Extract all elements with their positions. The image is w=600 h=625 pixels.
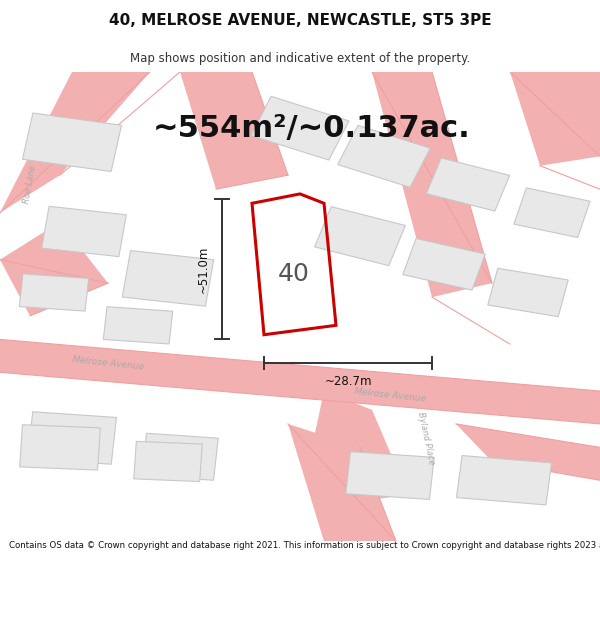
Polygon shape (251, 96, 349, 160)
Text: Map shows position and indicative extent of the property.: Map shows position and indicative extent… (130, 52, 470, 65)
Text: Contains OS data © Crown copyright and database right 2021. This information is : Contains OS data © Crown copyright and d… (9, 541, 600, 550)
Polygon shape (180, 72, 288, 189)
Polygon shape (142, 433, 218, 480)
Text: Melrose Avenue: Melrose Avenue (353, 388, 427, 404)
Polygon shape (372, 72, 492, 297)
Text: 40: 40 (278, 262, 310, 286)
Polygon shape (134, 441, 202, 481)
Polygon shape (19, 274, 89, 311)
Polygon shape (0, 72, 150, 213)
Text: ~554m²/~0.137ac.: ~554m²/~0.137ac. (153, 114, 471, 142)
Polygon shape (122, 251, 214, 306)
Text: Roe Lane: Roe Lane (22, 164, 38, 204)
Polygon shape (510, 72, 600, 166)
Polygon shape (28, 412, 116, 464)
Text: Byland Place: Byland Place (416, 411, 436, 465)
Text: 40, MELROSE AVENUE, NEWCASTLE, ST5 3PE: 40, MELROSE AVENUE, NEWCASTLE, ST5 3PE (109, 13, 491, 28)
Polygon shape (427, 158, 509, 211)
Polygon shape (103, 307, 173, 344)
Polygon shape (288, 424, 396, 541)
Polygon shape (457, 456, 551, 505)
Polygon shape (403, 239, 485, 290)
Text: ~28.7m: ~28.7m (324, 374, 372, 388)
Polygon shape (41, 206, 127, 257)
Polygon shape (456, 424, 600, 480)
Polygon shape (312, 391, 408, 504)
Polygon shape (514, 188, 590, 238)
Polygon shape (314, 207, 406, 266)
Polygon shape (0, 222, 108, 316)
Polygon shape (338, 126, 430, 188)
Polygon shape (346, 452, 434, 499)
Polygon shape (22, 113, 122, 171)
Polygon shape (20, 424, 100, 470)
Text: ~51.0m: ~51.0m (197, 246, 210, 292)
Text: Melrose Avenue: Melrose Avenue (71, 354, 145, 371)
Polygon shape (0, 339, 600, 424)
Polygon shape (488, 268, 568, 317)
